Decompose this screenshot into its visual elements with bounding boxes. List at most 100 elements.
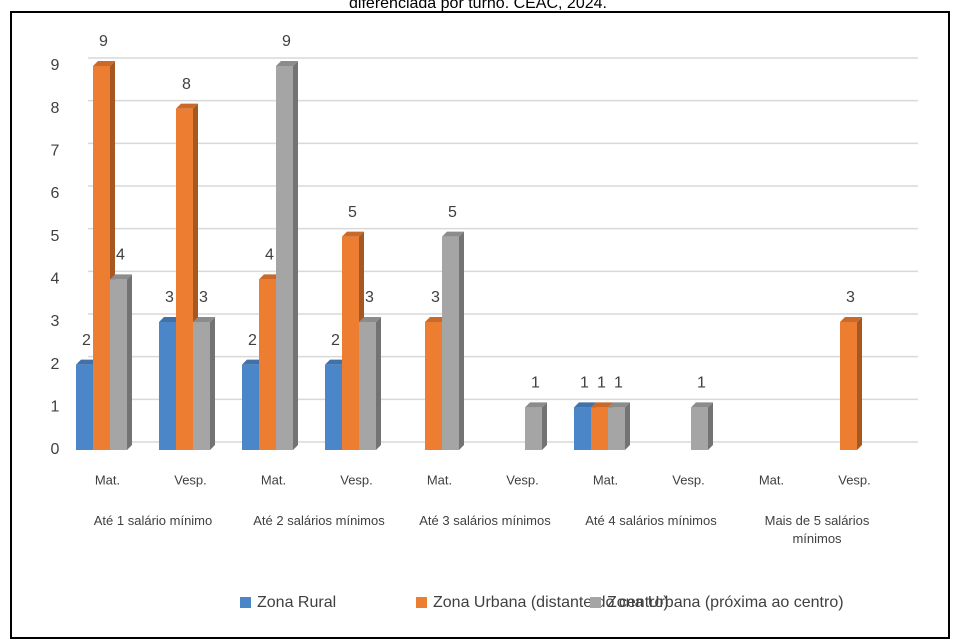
bar bbox=[608, 402, 630, 450]
bar-front bbox=[276, 66, 293, 450]
legend-swatch bbox=[240, 597, 251, 608]
chart-title: diferenciada por turno. CEAC, 2024. bbox=[349, 0, 607, 12]
bar-top bbox=[242, 359, 264, 365]
bar-front bbox=[176, 108, 193, 451]
bar bbox=[276, 61, 298, 450]
value-label: 1 bbox=[597, 375, 606, 392]
value-label: 9 bbox=[99, 33, 108, 50]
value-label: 9 bbox=[282, 33, 291, 50]
x-tick-label: Mat. bbox=[759, 472, 784, 487]
bar-top bbox=[110, 274, 132, 280]
y-tick-label: 9 bbox=[51, 57, 60, 74]
value-label: 3 bbox=[365, 289, 374, 306]
group-label: Até 1 salário mínimo bbox=[93, 513, 213, 528]
bar-side bbox=[210, 317, 215, 450]
y-tick-label: 7 bbox=[51, 143, 60, 160]
bar-top bbox=[276, 61, 298, 66]
value-label: 3 bbox=[846, 289, 855, 306]
value-label: 2 bbox=[331, 332, 340, 349]
x-tick-label: Mat. bbox=[593, 472, 618, 487]
bar-side bbox=[459, 231, 464, 450]
bar-top bbox=[76, 359, 98, 365]
y-tick-label: 8 bbox=[51, 100, 60, 117]
bar bbox=[359, 317, 381, 450]
bar-top bbox=[342, 231, 364, 237]
y-tick-label: 0 bbox=[51, 441, 60, 458]
x-tick-label: Mat. bbox=[95, 472, 120, 487]
legend-label: Zona Rural bbox=[257, 594, 336, 611]
bar-front bbox=[193, 322, 210, 450]
value-label: 5 bbox=[348, 204, 357, 221]
bar-front bbox=[840, 322, 857, 450]
bar-top bbox=[93, 61, 115, 66]
y-tick-label: 2 bbox=[51, 356, 60, 373]
x-tick-label: Vesp. bbox=[838, 472, 871, 487]
bar-top bbox=[591, 402, 613, 408]
legend-swatch bbox=[416, 597, 427, 608]
group-label: Mais de 5 salários mínimos bbox=[764, 513, 870, 546]
bar bbox=[525, 402, 547, 450]
bar-front bbox=[608, 407, 625, 450]
bar-front bbox=[591, 407, 608, 450]
bar-top bbox=[442, 231, 464, 237]
bar-front bbox=[525, 407, 542, 450]
bar-front bbox=[574, 407, 591, 450]
value-label: 3 bbox=[165, 289, 174, 306]
value-label: 5 bbox=[448, 204, 457, 221]
bar-side bbox=[857, 317, 862, 450]
y-tick-label: 1 bbox=[51, 399, 60, 416]
group-label: Até 4 salários mínimos bbox=[585, 513, 717, 528]
bar-top bbox=[159, 317, 181, 322]
y-tick-label: 5 bbox=[51, 228, 60, 245]
bar-front bbox=[359, 322, 376, 450]
bar bbox=[110, 274, 132, 450]
bar-front bbox=[425, 322, 442, 450]
bar-top bbox=[691, 402, 713, 408]
bar-top bbox=[259, 274, 281, 280]
value-label: 2 bbox=[248, 332, 257, 349]
value-label: 1 bbox=[531, 375, 540, 392]
x-tick-label: Vesp. bbox=[672, 472, 705, 487]
bar-front bbox=[242, 364, 259, 450]
bar-side bbox=[708, 402, 713, 450]
value-label: 1 bbox=[697, 375, 706, 392]
bar-side bbox=[542, 402, 547, 450]
x-tick-label: Vesp. bbox=[340, 472, 373, 487]
bar-top bbox=[840, 317, 862, 322]
bar-top bbox=[359, 317, 381, 322]
bar-top bbox=[608, 402, 630, 408]
y-tick-label: 4 bbox=[51, 271, 60, 288]
value-label: 1 bbox=[580, 375, 589, 392]
value-label: 8 bbox=[182, 76, 191, 93]
bar-side bbox=[625, 402, 630, 450]
bar-front bbox=[159, 322, 176, 450]
value-label: 1 bbox=[614, 375, 623, 392]
bar-front bbox=[442, 236, 459, 450]
bar bbox=[193, 317, 215, 450]
group-label: Até 2 salários mínimos bbox=[253, 513, 385, 528]
y-tick-label: 3 bbox=[51, 313, 60, 330]
bar-top bbox=[425, 317, 447, 322]
value-label: 4 bbox=[265, 247, 274, 264]
value-label: 3 bbox=[199, 289, 208, 306]
bar-front bbox=[110, 279, 127, 450]
frame bbox=[10, 11, 950, 639]
value-label: 3 bbox=[431, 289, 440, 306]
bar bbox=[840, 317, 862, 450]
bar-side bbox=[376, 317, 381, 450]
bar-top bbox=[574, 402, 596, 408]
bar-front bbox=[93, 66, 110, 450]
bar-top bbox=[193, 317, 215, 322]
bar-side bbox=[293, 61, 298, 450]
legend-label: Zona Urbana (distante do centro) bbox=[433, 594, 669, 611]
bar-top bbox=[325, 359, 347, 365]
bar bbox=[691, 402, 713, 450]
x-tick-label: Mat. bbox=[427, 472, 452, 487]
group-label: Até 3 salários mínimos bbox=[419, 513, 551, 528]
bar bbox=[442, 231, 464, 450]
bar-front bbox=[259, 279, 276, 450]
bar-front bbox=[76, 364, 93, 450]
bar-top bbox=[525, 402, 547, 408]
